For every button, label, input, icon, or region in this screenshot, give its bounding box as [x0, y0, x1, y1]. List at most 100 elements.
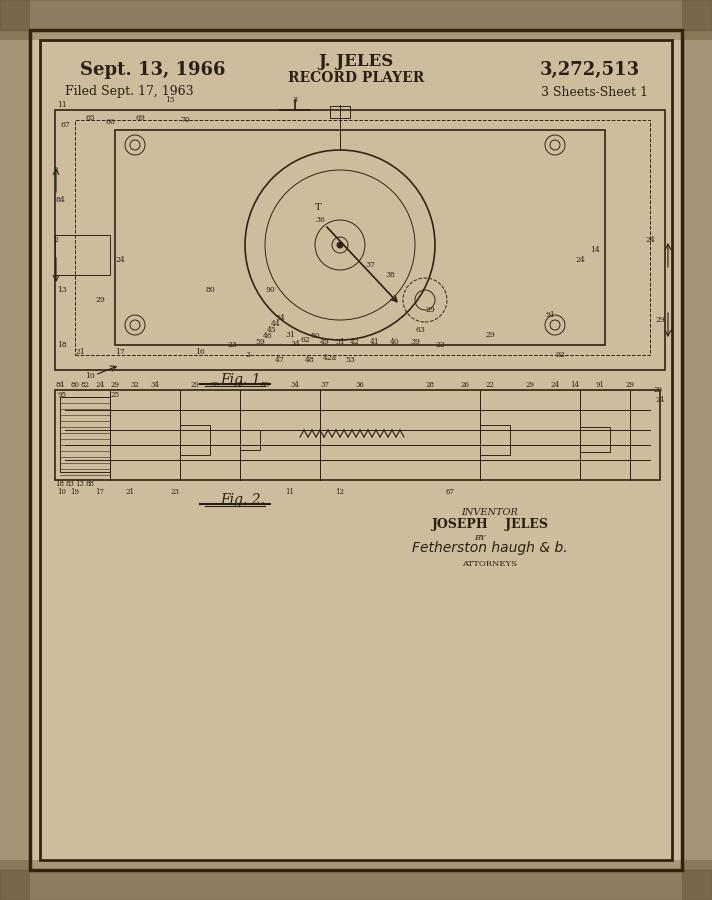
Text: ATTORNEYS: ATTORNEYS: [463, 560, 518, 568]
Text: 48: 48: [305, 356, 315, 364]
Text: JOSEPH    JELES: JOSEPH JELES: [431, 518, 548, 531]
Text: 50: 50: [310, 332, 320, 340]
Bar: [580, 427, 610, 452]
Text: 82: 82: [80, 381, 90, 389]
Text: Fetherston haugh & b.: Fetherston haugh & b.: [412, 541, 567, 555]
Bar: [682, 0, 712, 900]
Text: 24: 24: [656, 396, 664, 404]
Text: 31: 31: [285, 331, 295, 339]
Bar: [0, 0, 712, 30]
Text: T: T: [315, 203, 322, 212]
Text: 84: 84: [56, 381, 65, 389]
Text: 14: 14: [570, 381, 580, 389]
Bar: [330, 106, 350, 118]
Bar: [60, 397, 110, 472]
Text: 15: 15: [165, 96, 175, 104]
Text: 34: 34: [290, 381, 300, 389]
Text: 25: 25: [110, 391, 120, 399]
Bar: [180, 425, 210, 455]
Text: 2: 2: [53, 166, 58, 174]
Text: 14: 14: [590, 246, 600, 254]
Text: 26: 26: [461, 381, 469, 389]
Text: 59: 59: [255, 338, 265, 346]
Text: 37: 37: [365, 261, 375, 269]
Text: 21: 21: [75, 348, 85, 356]
Text: 47: 47: [275, 356, 285, 364]
Circle shape: [337, 242, 343, 248]
Text: 13: 13: [75, 480, 85, 488]
Text: 24: 24: [95, 381, 105, 389]
Text: 3 Sheets-Sheet 1: 3 Sheets-Sheet 1: [541, 86, 648, 98]
Text: 88: 88: [85, 480, 95, 488]
Text: 63: 63: [415, 326, 425, 334]
Text: 19: 19: [70, 488, 80, 496]
Text: 16: 16: [195, 348, 205, 356]
Text: 11: 11: [57, 101, 67, 109]
Text: Filed Sept. 17, 1963: Filed Sept. 17, 1963: [65, 86, 194, 98]
Text: 29: 29: [654, 386, 662, 394]
FancyBboxPatch shape: [30, 30, 682, 870]
Text: 42: 42: [350, 338, 360, 346]
Text: 46: 46: [263, 332, 273, 340]
Text: 28: 28: [426, 381, 434, 389]
Text: 24: 24: [115, 256, 125, 264]
Bar: [0, 0, 30, 900]
Bar: [75, 120, 650, 355]
Text: 17: 17: [95, 488, 105, 496]
Text: 3: 3: [293, 96, 298, 104]
Text: 17: 17: [115, 348, 125, 356]
Text: 69: 69: [135, 114, 145, 122]
Text: 3: 3: [246, 351, 251, 359]
Text: 65: 65: [261, 381, 270, 389]
Text: 91: 91: [595, 381, 604, 389]
Text: 62: 62: [300, 336, 310, 344]
Text: 2: 2: [53, 236, 58, 244]
Text: 10: 10: [58, 488, 66, 496]
Text: 13: 13: [57, 286, 67, 294]
Text: 29: 29: [626, 381, 634, 389]
Text: 40: 40: [390, 338, 400, 346]
Text: 65: 65: [85, 114, 95, 122]
Text: 11: 11: [286, 488, 295, 496]
Bar: [40, 40, 672, 860]
Text: 49: 49: [320, 338, 330, 346]
Text: 92: 92: [555, 351, 565, 359]
Text: 29: 29: [425, 306, 435, 314]
Text: 10: 10: [85, 372, 95, 380]
Text: 39: 39: [410, 338, 420, 346]
Text: 24: 24: [575, 256, 585, 264]
Text: 31: 31: [236, 381, 244, 389]
Text: 29: 29: [191, 381, 199, 389]
Text: 3,272,513: 3,272,513: [540, 61, 640, 79]
Text: 18: 18: [57, 341, 67, 349]
Bar: [480, 425, 510, 455]
Bar: [0, 0, 712, 40]
Text: BY: BY: [474, 534, 486, 542]
Text: 24: 24: [550, 381, 560, 389]
Text: 18: 18: [56, 480, 65, 488]
Text: 53: 53: [345, 356, 355, 364]
Text: 36: 36: [355, 381, 365, 389]
Text: 90: 90: [265, 286, 275, 294]
Text: 41: 41: [370, 338, 380, 346]
Bar: [240, 430, 260, 450]
Text: 44: 44: [271, 320, 281, 328]
Text: 70: 70: [180, 116, 190, 124]
Text: 29: 29: [95, 296, 105, 304]
Text: 29: 29: [485, 331, 495, 339]
Text: 45: 45: [267, 326, 277, 334]
Text: Fig. 1.: Fig. 1.: [220, 373, 265, 387]
Text: 34: 34: [150, 381, 159, 389]
Text: 80: 80: [70, 381, 80, 389]
Text: J. JELES: J. JELES: [318, 53, 394, 70]
Text: 91: 91: [545, 311, 555, 319]
Bar: [0, 860, 712, 900]
Text: 80: 80: [205, 286, 215, 294]
Bar: [115, 130, 605, 345]
Text: 32: 32: [130, 381, 140, 389]
Text: 95: 95: [58, 391, 66, 399]
Text: 84: 84: [55, 196, 65, 204]
Text: 36: 36: [315, 216, 325, 224]
Text: 23: 23: [227, 341, 237, 349]
Text: 38: 38: [385, 271, 395, 279]
